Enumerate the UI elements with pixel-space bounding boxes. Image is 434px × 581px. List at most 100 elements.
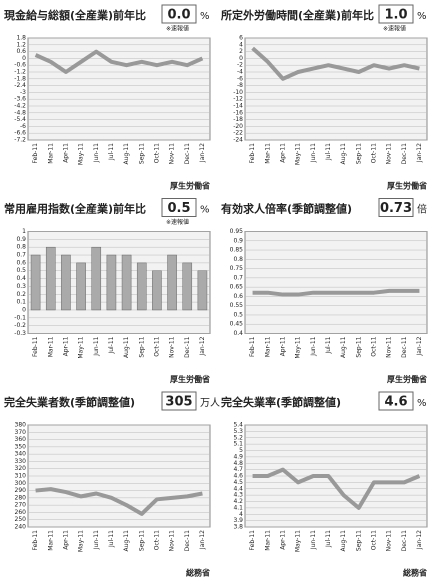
x-tick-label: Oct-11 — [370, 336, 377, 356]
x-tick-label: Jun-11 — [93, 530, 100, 550]
y-tick-label: -7.2 — [14, 137, 26, 144]
x-tick-label: Jan-12 — [199, 143, 206, 163]
x-tick-label: Mar-11 — [264, 336, 271, 357]
y-tick-label: -14 — [233, 103, 243, 110]
x-tick-label: May-11 — [78, 530, 85, 552]
y-tick-label: 0.65 — [230, 284, 244, 291]
x-tick-label: Oct-11 — [370, 143, 377, 163]
y-tick-label: 0.5 — [233, 311, 243, 318]
y-tick-label: 5.1 — [233, 441, 243, 448]
y-tick-label: 0.9 — [233, 237, 243, 244]
y-tick-label: -6 — [20, 123, 26, 130]
y-tick-label: 0.7 — [16, 252, 26, 259]
x-tick-label: Jun-11 — [310, 530, 317, 550]
y-tick-label: 290 — [15, 487, 27, 494]
y-tick-label: 0 — [239, 55, 243, 62]
x-tick-label: Aug-11 — [340, 530, 347, 552]
x-tick-label: Dec-11 — [401, 530, 408, 552]
x-tick-label: Feb-11 — [32, 530, 39, 551]
y-tick-label: -4 — [237, 69, 243, 76]
unit: % — [417, 398, 427, 409]
source: 総務省 — [186, 568, 210, 578]
note: ※速報値 — [383, 25, 406, 33]
x-tick-label: Jan-12 — [199, 336, 206, 356]
y-tick-label: 4.8 — [233, 460, 243, 467]
bar — [45, 246, 56, 311]
y-tick-label: 4.4 — [233, 485, 243, 492]
bar — [30, 254, 41, 311]
x-tick-label: Sep-11 — [138, 143, 145, 164]
headline-value: 4.6 — [384, 395, 407, 410]
bar — [197, 270, 208, 311]
value-box — [161, 391, 197, 411]
x-tick-label: Sep-11 — [355, 143, 362, 164]
y-tick-label: -4.2 — [14, 103, 26, 110]
y-tick-label: 4.1 — [233, 504, 243, 511]
plot-area — [244, 231, 428, 334]
x-tick-label: Oct-11 — [153, 530, 160, 550]
y-tick-label: 0.9 — [16, 236, 26, 243]
y-tick-label: 340 — [15, 451, 27, 458]
source: 厚生労働省 — [170, 181, 210, 191]
y-tick-label: 0.1 — [16, 299, 26, 306]
y-tick-label: 0.6 — [16, 48, 26, 55]
x-tick-label: Jan-12 — [199, 530, 206, 550]
y-tick-label: -1.2 — [14, 69, 26, 76]
y-tick-label: -18 — [233, 116, 243, 123]
x-tick-label: Dec-11 — [401, 143, 408, 165]
x-tick-label: Mar-11 — [264, 530, 271, 551]
x-tick-label: Sep-11 — [138, 530, 145, 551]
x-tick-label: Feb-11 — [249, 530, 256, 551]
y-tick-label: -0.2 — [14, 322, 26, 329]
x-tick-label: Mar-11 — [47, 530, 54, 551]
y-tick-label: 2 — [239, 48, 243, 55]
y-tick-label: 4.2 — [233, 498, 243, 505]
y-tick-label: 0.5 — [16, 267, 26, 274]
y-tick-label: 250 — [15, 516, 27, 523]
x-tick-label: Nov-11 — [386, 143, 393, 165]
x-tick-label: Aug-11 — [123, 336, 130, 358]
x-tick-label: Nov-11 — [169, 143, 176, 165]
x-tick-label: Nov-11 — [169, 336, 176, 358]
x-tick-label: Sep-11 — [355, 530, 362, 551]
data-line — [34, 49, 204, 74]
y-tick-label: 4.5 — [233, 479, 243, 486]
value-box — [378, 4, 414, 24]
y-tick-label: -16 — [233, 109, 243, 116]
x-tick-label: Apr-11 — [62, 143, 69, 163]
bar — [76, 262, 86, 311]
bar — [91, 246, 102, 311]
x-tick-label: Sep-11 — [355, 336, 362, 357]
y-tick-label: 0.7 — [233, 274, 243, 281]
x-tick-label: Apr-11 — [62, 336, 69, 356]
x-tick-label: Jul-11 — [325, 336, 332, 354]
x-tick-label: May-11 — [295, 143, 302, 165]
y-tick-label: -20 — [233, 123, 243, 130]
panel-title: 完全失業者数(季節調整値) — [4, 395, 135, 409]
y-tick-label: 240 — [15, 524, 27, 531]
y-tick-label: -0.1 — [14, 314, 26, 321]
y-tick-label: -24 — [233, 137, 243, 144]
y-tick-label: 0.3 — [16, 283, 26, 290]
x-tick-label: Apr-11 — [279, 143, 286, 163]
y-tick-label: -3.6 — [14, 96, 26, 103]
y-tick-label: 4.3 — [233, 492, 243, 499]
panel-title: 常用雇用指数(全産業)前年比 — [4, 202, 146, 216]
headline-value: 1.0 — [384, 8, 407, 23]
panel-title: 現金給与総額(全産業)前年比 — [4, 8, 146, 22]
y-tick-label: 6 — [239, 35, 243, 42]
y-tick-label: -12 — [233, 96, 243, 103]
y-tick-label: 0 — [22, 306, 26, 313]
x-tick-label: Feb-11 — [32, 336, 39, 357]
y-tick-label: 0.4 — [233, 330, 243, 337]
y-tick-label: 300 — [15, 480, 27, 487]
x-tick-label: Sep-11 — [138, 336, 145, 357]
y-tick-label: 0.95 — [230, 228, 244, 235]
data-line — [251, 46, 420, 81]
bar — [121, 254, 132, 311]
source: 厚生労働省 — [170, 374, 210, 384]
x-tick-label: Oct-11 — [153, 336, 160, 356]
y-tick-label: 4.6 — [233, 473, 243, 480]
y-tick-label: 0.8 — [233, 256, 243, 263]
y-tick-label: 0.4 — [16, 275, 26, 282]
